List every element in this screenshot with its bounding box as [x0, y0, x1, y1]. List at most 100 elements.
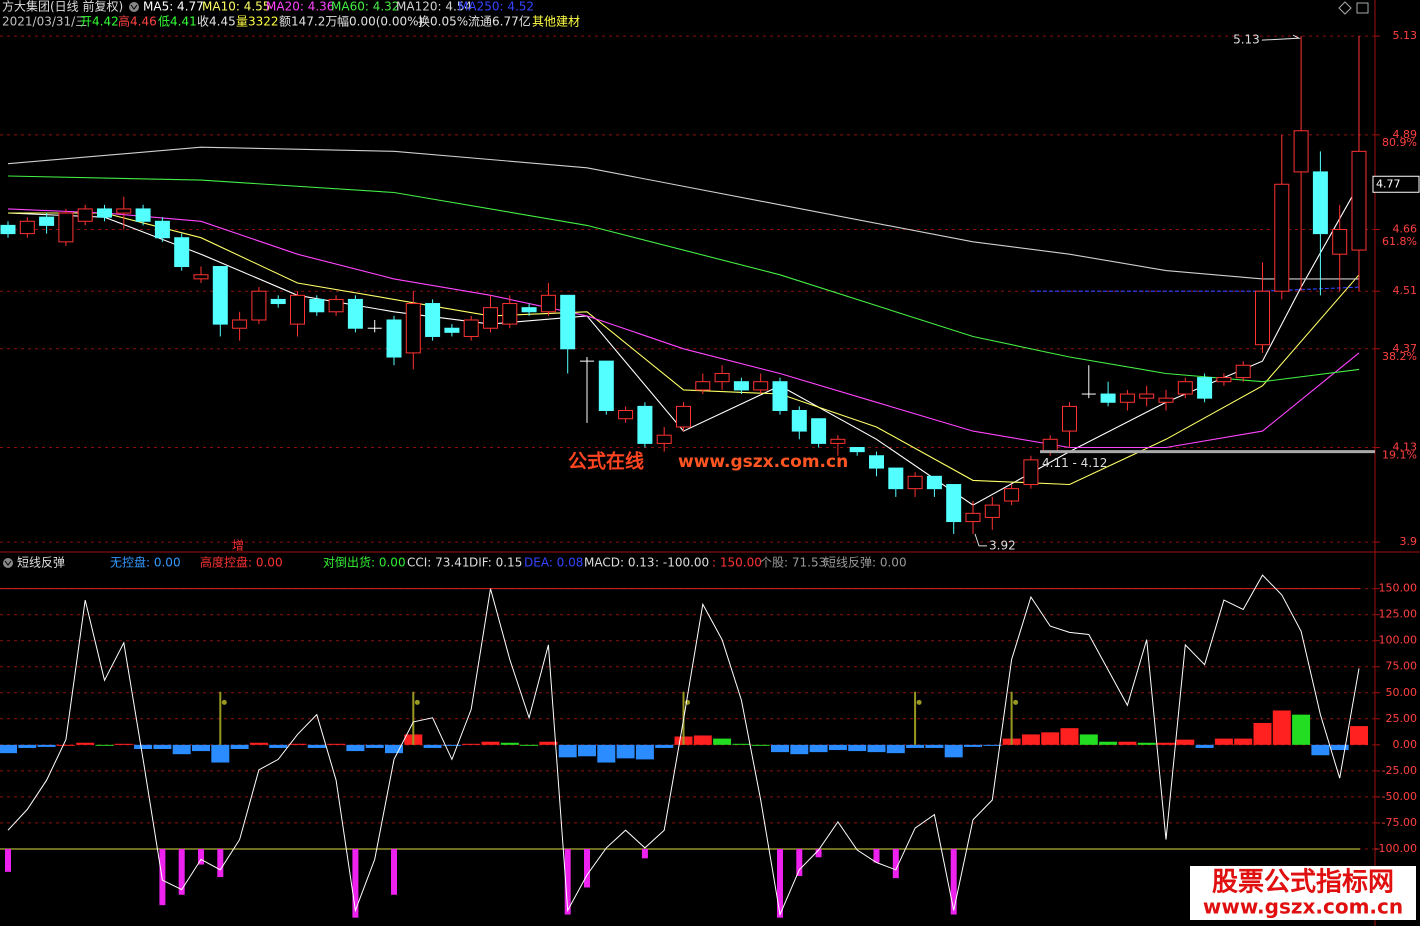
candle-body: [946, 484, 962, 523]
macd-bar: [713, 738, 732, 745]
info-item: 2021/03/31/三: [2, 15, 87, 29]
macd-bar: [1234, 738, 1253, 745]
macd-bar: [95, 744, 114, 746]
macd-bar: [886, 744, 905, 754]
macd-bar: [76, 742, 95, 745]
candle-body: [1351, 150, 1367, 251]
signal-bar: [950, 848, 957, 915]
last-price-label: 4.77: [1376, 177, 1401, 190]
signal-bar: [352, 848, 359, 918]
candle-body: [849, 447, 865, 453]
ma-legend: MA60: 4.32: [331, 0, 399, 14]
candle-body: [637, 405, 653, 444]
macd-bar: [983, 744, 1002, 746]
candle-body: [753, 381, 769, 391]
candle-body: [618, 409, 634, 420]
macd-bar: [37, 744, 56, 747]
ma-legend: MA120: 4.54: [396, 0, 472, 14]
macd-bar: [635, 744, 654, 760]
candle-body: [1216, 377, 1232, 383]
candle-body: [502, 303, 518, 325]
macd-bar: [578, 744, 596, 757]
badge: 增: [232, 539, 244, 553]
candle-body: [598, 360, 614, 411]
signal-bar: [892, 848, 899, 879]
candle-body: [174, 237, 190, 268]
stock-title: 方大集团(日线 前复权): [2, 0, 123, 14]
candle-body: [39, 216, 55, 226]
menu-icon[interactable]: [129, 2, 139, 12]
fib-label: 19.1%: [1382, 449, 1417, 462]
macd-bar: [520, 744, 539, 746]
indicator-legend: DIF: 0.15: [469, 556, 522, 570]
ma-line: [8, 212, 1360, 486]
ma-line: [1030, 286, 1360, 292]
macd-bar: [1311, 744, 1330, 756]
annotation-arrow: [1261, 34, 1302, 41]
indicator-legend: : -100.00: [655, 556, 709, 570]
candle-body: [656, 434, 672, 444]
macd-bar: [906, 744, 925, 748]
y-tick-label: 150.00: [1379, 582, 1418, 595]
candle-body: [772, 381, 788, 411]
candle-body: [1332, 229, 1348, 255]
candle-body: [386, 319, 402, 358]
info-item: 幅0.00(0.00%): [337, 14, 423, 29]
y-tick-label: 4.66: [1393, 223, 1418, 236]
y-tick-label: 25.00: [1386, 712, 1418, 725]
window-icon[interactable]: [1356, 2, 1369, 14]
macd-bar: [1041, 732, 1060, 745]
indicator-menu-icon[interactable]: [3, 558, 13, 568]
candle-body: [232, 319, 248, 329]
y-tick-label: 75.00: [1386, 660, 1418, 673]
macd-bar: [1060, 728, 1079, 745]
toggle-icon[interactable]: [1338, 1, 1352, 15]
macd-bar: [134, 744, 153, 749]
candle-body: [116, 208, 132, 214]
signal-bar: [796, 848, 803, 877]
signal-bar: [564, 848, 571, 915]
candle-body: [1255, 290, 1270, 346]
candle-body: [965, 512, 981, 523]
macd-bar: [1330, 744, 1349, 751]
fib-label: 80.9%: [1382, 136, 1417, 149]
candle-body: [791, 409, 807, 432]
macd-bar: [1079, 734, 1098, 745]
info-item: 低4.41: [158, 15, 197, 29]
candle-body: [907, 475, 923, 490]
macd-bar: [385, 744, 403, 754]
macd-bar: [1350, 726, 1368, 745]
y-tick-label: 100.00: [1379, 634, 1418, 647]
macd-bar: [307, 744, 326, 748]
macd-bar: [809, 744, 828, 753]
candle-body: [347, 298, 363, 329]
ma-legend: MA5: 4.77: [143, 0, 204, 14]
y-tick-label: -50.00: [1382, 790, 1417, 803]
macd-bar: [481, 741, 500, 745]
candle-body: [1293, 130, 1309, 173]
candle-body: [212, 266, 228, 325]
macd-bar: [732, 743, 751, 745]
last-price-box: [1372, 175, 1420, 193]
indicator-legend: CCI: 73.41: [407, 556, 470, 570]
candle-body: [290, 294, 305, 325]
candle-body: [193, 274, 209, 280]
macd-bar: [249, 742, 268, 745]
candle-body: [1119, 393, 1135, 403]
macd-bar: [597, 744, 616, 763]
macd-bar: [964, 744, 982, 747]
stem-dot: [221, 699, 227, 705]
macd-bar: [192, 744, 210, 752]
y-tick-label: -75.00: [1382, 816, 1417, 829]
annotation: 3.92: [989, 538, 1016, 552]
candle-body: [463, 319, 479, 337]
candle-body: [676, 405, 691, 428]
macd-bar: [1176, 739, 1195, 745]
ma-legend: MA20: 4.36: [266, 0, 334, 14]
info-item: 其他建材: [532, 15, 580, 29]
macd-bar: [153, 744, 172, 749]
candle-body: [521, 307, 537, 313]
candle-body: [270, 298, 286, 305]
watermark-url: www.gszx.com.cn: [678, 452, 848, 472]
candle-body: [1004, 488, 1020, 502]
